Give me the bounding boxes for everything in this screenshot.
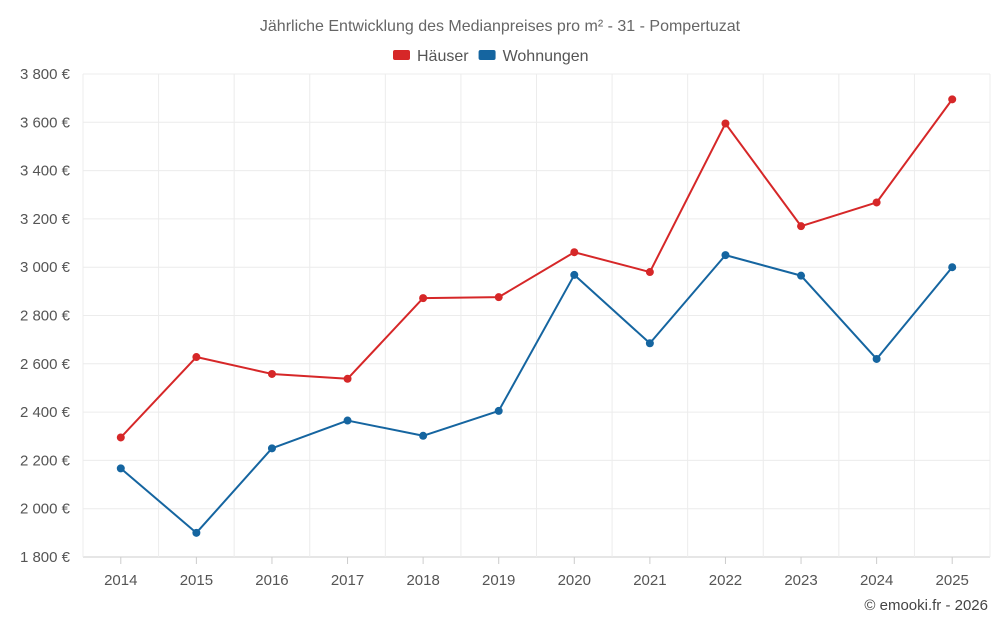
legend-item-wohnungen[interactable]: Wohnungen bbox=[478, 48, 589, 65]
legend-swatch bbox=[478, 50, 496, 60]
data-point-haeuser[interactable] bbox=[267, 369, 276, 378]
x-tick-label: 2021 bbox=[633, 572, 666, 589]
x-tick-label: 2023 bbox=[784, 572, 817, 589]
data-point-wohnungen[interactable] bbox=[192, 528, 201, 537]
data-point-haeuser[interactable] bbox=[645, 268, 654, 277]
grid bbox=[82, 73, 991, 558]
x-axis: 2014 2015 2016 2017 2018 2019 2020 2021 2022 2023… bbox=[104, 557, 969, 589]
data-point-wohnungen[interactable] bbox=[948, 263, 957, 272]
data-point-wohnungen[interactable] bbox=[267, 444, 276, 453]
y-tick-label: 2 400 € bbox=[20, 404, 71, 421]
data-point-wohnungen[interactable] bbox=[570, 270, 579, 279]
data-point-wohnungen[interactable] bbox=[494, 406, 503, 415]
data-point-wohnungen[interactable] bbox=[343, 416, 352, 425]
data-point-haeuser[interactable] bbox=[797, 222, 806, 231]
data-point-haeuser[interactable] bbox=[494, 293, 503, 302]
data-point-haeuser[interactable] bbox=[116, 433, 125, 442]
data-point-haeuser[interactable] bbox=[192, 353, 201, 362]
data-point-wohnungen[interactable] bbox=[419, 431, 428, 440]
data-point-haeuser[interactable] bbox=[721, 119, 730, 128]
legend-label: Häuser bbox=[417, 48, 469, 65]
data-point-haeuser[interactable] bbox=[948, 95, 957, 104]
data-point-haeuser[interactable] bbox=[419, 294, 428, 303]
y-tick-label: 2 200 € bbox=[20, 452, 71, 469]
legend[interactable]: Häuser Wohnungen bbox=[393, 48, 589, 65]
data-point-wohnungen[interactable] bbox=[116, 464, 125, 473]
x-tick-label: 2019 bbox=[482, 572, 515, 589]
series-line-wohnungen bbox=[120, 254, 953, 534]
series-line-haeuser bbox=[120, 98, 954, 439]
y-tick-label: 3 200 € bbox=[20, 211, 71, 228]
x-tick-label: 2016 bbox=[255, 572, 288, 589]
x-tick-label: 2024 bbox=[860, 572, 893, 589]
y-tick-label: 3 800 € bbox=[20, 66, 71, 83]
y-tick-label: 3 000 € bbox=[20, 259, 71, 276]
x-tick-label: 2014 bbox=[104, 572, 137, 589]
x-tick-label: 2020 bbox=[558, 572, 591, 589]
data-point-haeuser[interactable] bbox=[872, 198, 881, 207]
x-tick-label: 2015 bbox=[180, 572, 213, 589]
y-tick-label: 1 800 € bbox=[20, 549, 71, 566]
y-tick-label: 2 000 € bbox=[20, 501, 71, 518]
data-point-wohnungen[interactable] bbox=[797, 271, 806, 280]
x-tick-label: 2025 bbox=[936, 572, 969, 589]
y-tick-label: 2 800 € bbox=[20, 308, 71, 325]
legend-label: Wohnungen bbox=[503, 48, 589, 65]
series-group bbox=[116, 95, 957, 537]
credit-text: © emooki.fr - 2026 bbox=[864, 597, 988, 614]
chart-title: Jährliche Entwicklung des Medianpreises … bbox=[260, 18, 741, 35]
data-point-haeuser[interactable] bbox=[570, 248, 579, 257]
x-tick-label: 2017 bbox=[331, 572, 364, 589]
y-axis: 1 800 € 2 000 € 2 200 € 2 400 € 2 600 € 2 800… bbox=[20, 66, 71, 566]
data-point-wohnungen[interactable] bbox=[872, 354, 881, 363]
y-tick-label: 3 400 € bbox=[20, 163, 71, 180]
legend-item-haeuser[interactable]: Häuser bbox=[393, 48, 469, 65]
y-tick-label: 2 600 € bbox=[20, 356, 71, 373]
data-point-haeuser[interactable] bbox=[343, 374, 352, 383]
x-tick-label: 2018 bbox=[406, 572, 439, 589]
data-point-wohnungen[interactable] bbox=[721, 251, 730, 260]
x-tick-label: 2022 bbox=[709, 572, 742, 589]
legend-swatch bbox=[393, 50, 410, 60]
data-point-wohnungen[interactable] bbox=[645, 339, 654, 348]
y-tick-label: 3 600 € bbox=[20, 114, 71, 131]
